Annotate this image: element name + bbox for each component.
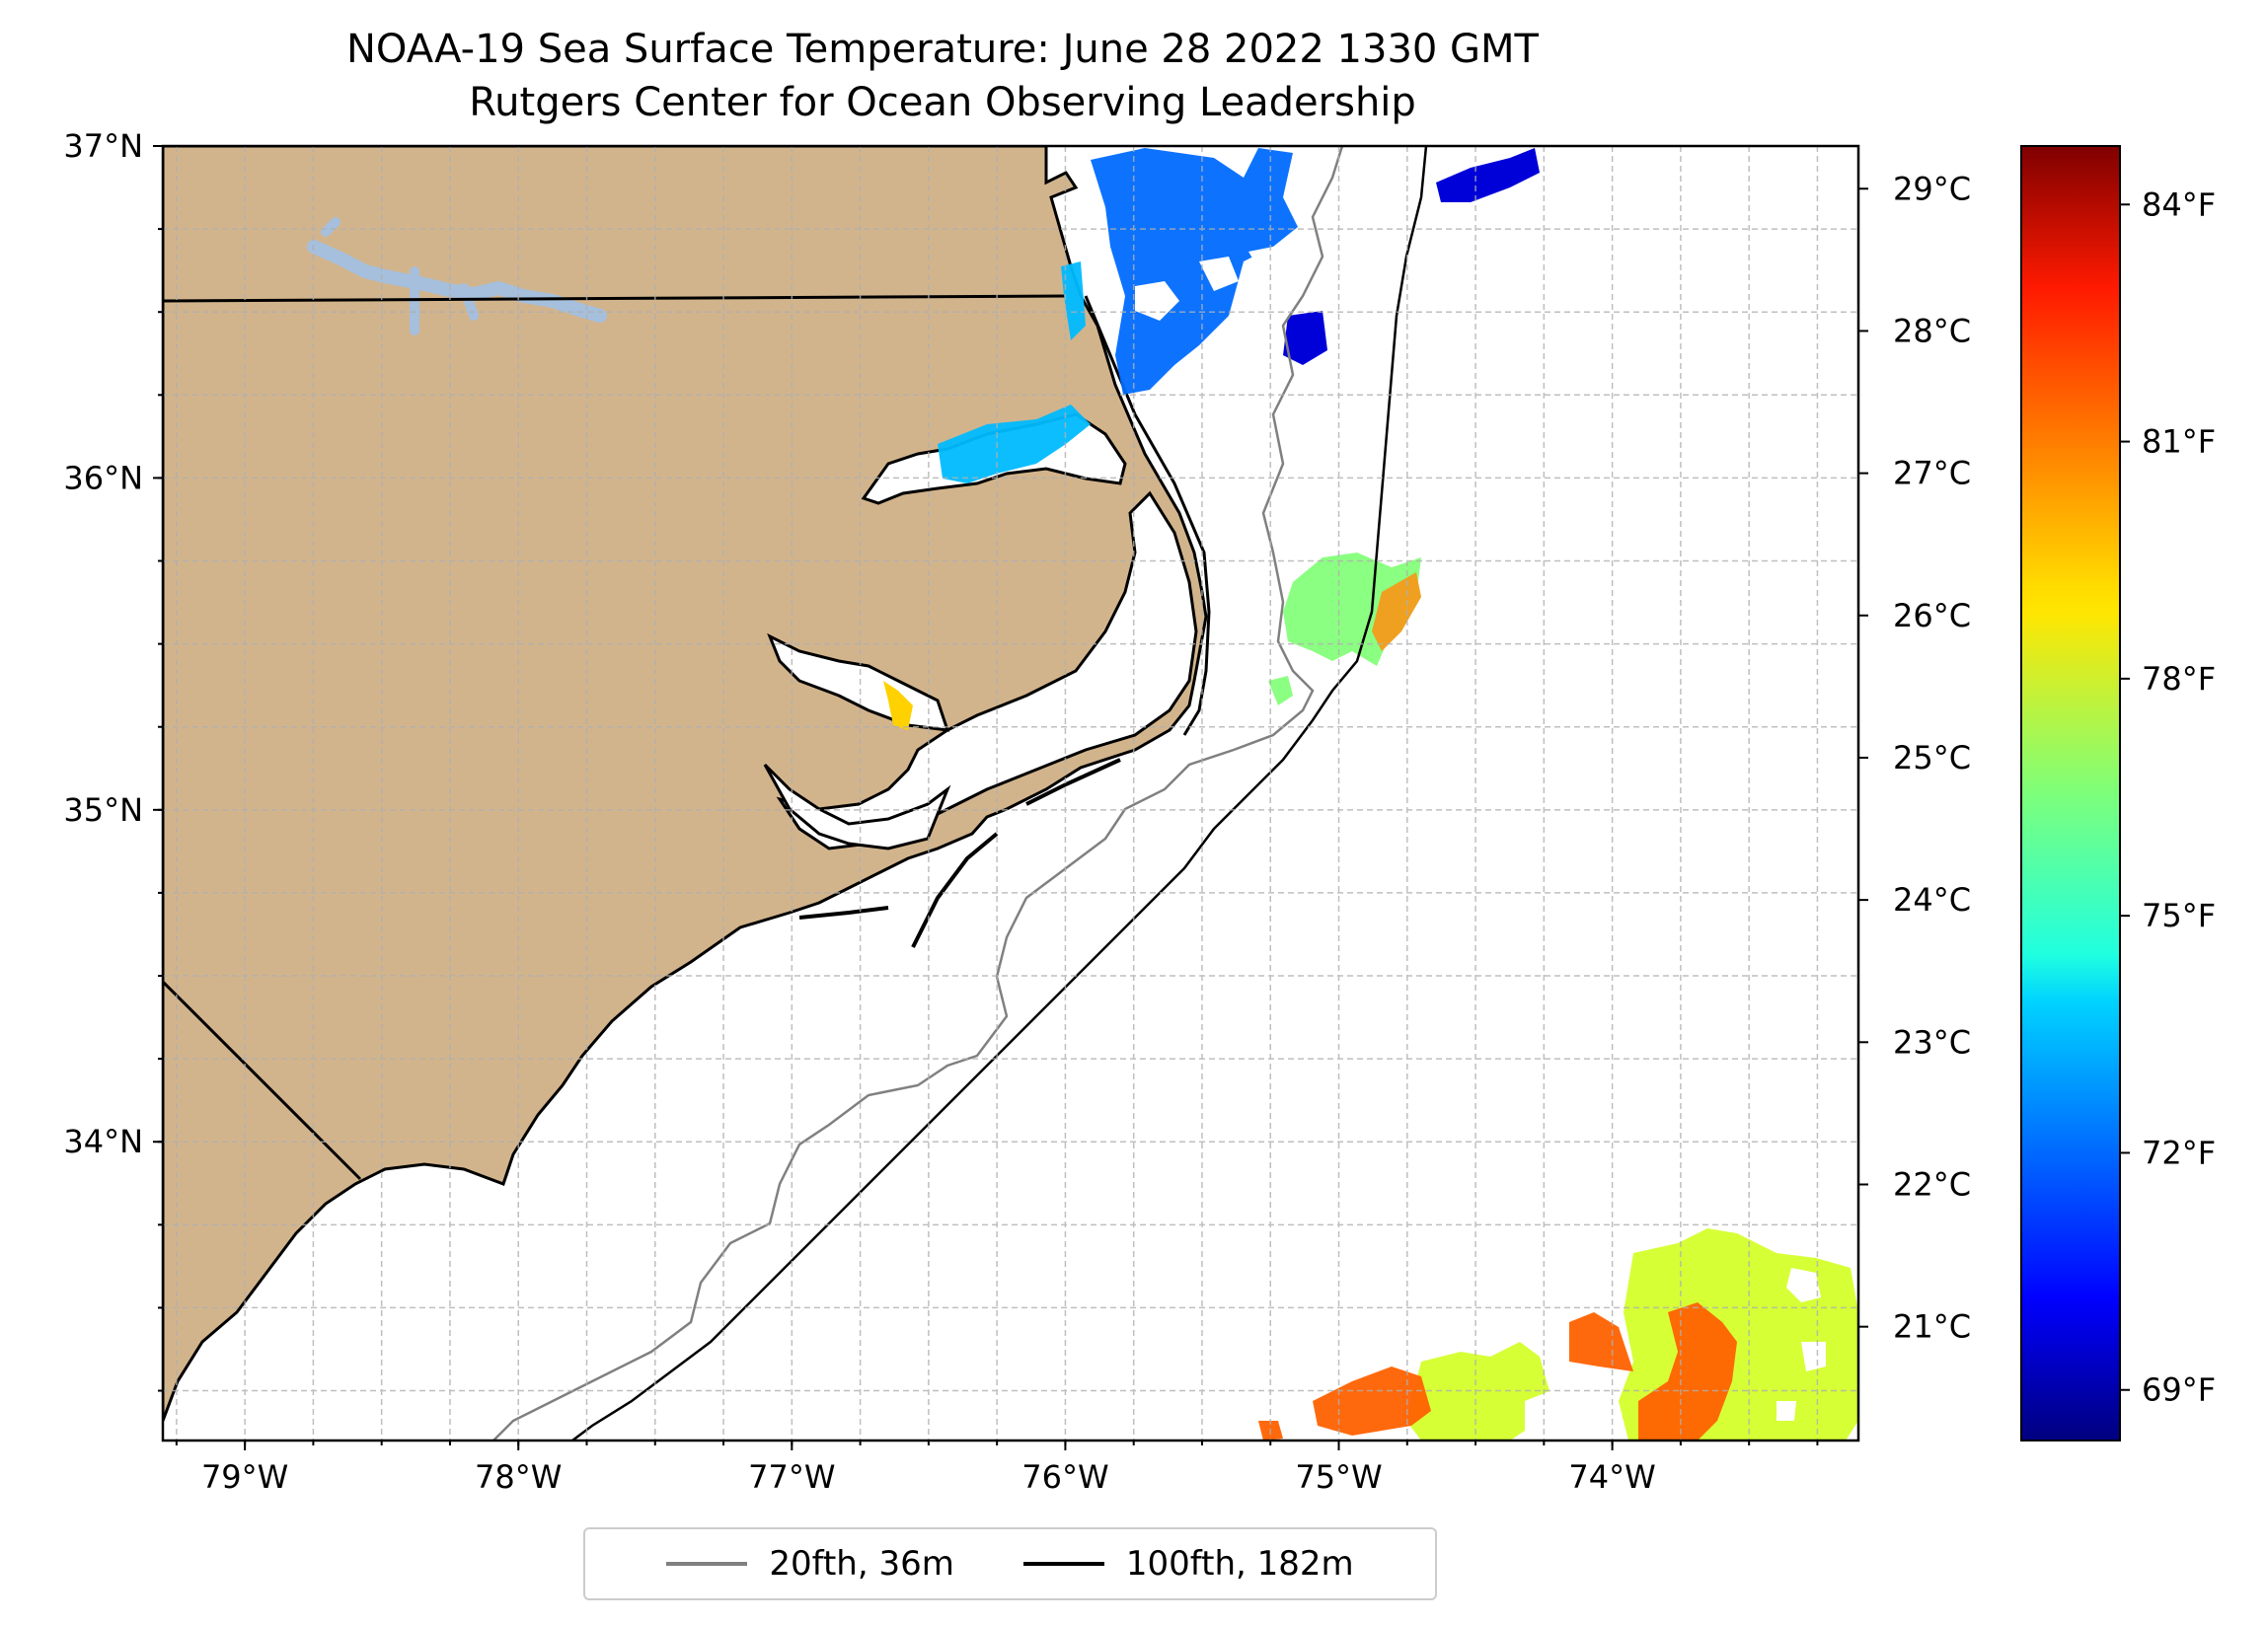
celsius-tick-label: 28°C bbox=[1893, 312, 1971, 349]
figure-subtitle: Rutgers Center for Ocean Observing Leade… bbox=[469, 80, 1416, 125]
celsius-tick-label: 22°C bbox=[1893, 1165, 1971, 1203]
sst-patch-north-cold bbox=[1283, 148, 1540, 365]
lat-tick-label: 35°N bbox=[63, 791, 143, 829]
colorbar-gradient bbox=[2020, 145, 2121, 1441]
sst-patch-north-offshore bbox=[1091, 148, 1298, 395]
celsius-tick-label: 25°C bbox=[1893, 739, 1971, 776]
lon-tick-label: 74°W bbox=[1568, 1458, 1655, 1496]
legend-item-20fth: 20fth, 36m bbox=[666, 1544, 954, 1584]
sst-patch-gulf-stream-edge bbox=[1268, 553, 1421, 705]
lon-tick-label: 77°W bbox=[748, 1458, 835, 1496]
isobath-legend: 20fth, 36m 100fth, 182m bbox=[583, 1527, 1437, 1600]
fahrenheit-tick-label: 78°F bbox=[2142, 660, 2216, 698]
legend-label-100fth: 100fth, 182m bbox=[1125, 1544, 1354, 1584]
sst-patch-inlet bbox=[883, 681, 913, 730]
lon-tick-label: 75°W bbox=[1295, 1458, 1382, 1496]
legend-label-20fth: 20fth, 36m bbox=[769, 1544, 954, 1584]
nc-sc-border bbox=[163, 980, 362, 1181]
isobath-20fth bbox=[492, 146, 1344, 1441]
fahrenheit-tick-label: 81°F bbox=[2142, 423, 2216, 461]
neuse-river bbox=[763, 763, 951, 850]
lat-tick-label: 37°N bbox=[63, 127, 143, 165]
sst-patch-southeast-warm bbox=[1258, 1302, 1737, 1441]
legend-line-20fth bbox=[666, 1562, 748, 1566]
colorbar: 21°C 22°C 23°C 24°C 25°C 26°C 27°C 28°C 29°C 69°F… bbox=[1858, 145, 2216, 1441]
fahrenheit-tick-label: 84°F bbox=[2142, 185, 2216, 223]
map-axis-labels: 79°W 78°W 77°W 76°W 75°W 74°W 34°N 35°N 36°N 37°N bbox=[63, 127, 1655, 1496]
legend-item-100fth: 100fth, 182m bbox=[1022, 1544, 1354, 1584]
va-nc-border bbox=[163, 294, 1067, 303]
isobath-100fth bbox=[571, 146, 1428, 1441]
map-area bbox=[163, 146, 1858, 1441]
southern-banks bbox=[798, 758, 1121, 948]
lat-tick-label: 34°N bbox=[63, 1123, 143, 1160]
fahrenheit-tick-label: 72°F bbox=[2142, 1134, 2216, 1171]
figure-title: NOAA-19 Sea Surface Temperature: June 28… bbox=[345, 27, 1539, 72]
lat-tick-label: 36°N bbox=[63, 459, 143, 496]
celsius-tick-label: 27°C bbox=[1893, 455, 1971, 492]
map-axis-ticks bbox=[153, 145, 1819, 1450]
sst-gulf-stream-warm bbox=[1372, 572, 1421, 651]
celsius-tick-label: 23°C bbox=[1893, 1023, 1971, 1061]
celsius-tick-label: 21°C bbox=[1893, 1308, 1971, 1346]
map-frame bbox=[161, 144, 1860, 1442]
celsius-tick-label: 24°C bbox=[1893, 881, 1971, 919]
celsius-tick-label: 29°C bbox=[1893, 170, 1971, 207]
sst-patch-southeast-mixed bbox=[1406, 1228, 1858, 1441]
legend-line-100fth bbox=[1022, 1562, 1104, 1566]
sst-se-holes bbox=[1777, 1268, 1826, 1421]
fahrenheit-tick-label: 75°F bbox=[2142, 897, 2216, 934]
kerr-lake bbox=[307, 240, 607, 323]
lon-tick-label: 78°W bbox=[475, 1458, 562, 1496]
sst-patch-north-holes bbox=[1135, 245, 1293, 321]
sst-overlay bbox=[883, 148, 1858, 1441]
celsius-tick-label: 26°C bbox=[1893, 597, 1971, 634]
map-grid bbox=[163, 146, 1858, 1441]
outer-banks bbox=[1084, 295, 1211, 736]
sst-patch-north-coastal bbox=[938, 261, 1091, 483]
lon-tick-label: 76°W bbox=[1021, 1458, 1108, 1496]
fahrenheit-tick-label: 69°F bbox=[2142, 1371, 2216, 1409]
lon-tick-label: 79°W bbox=[201, 1458, 288, 1496]
